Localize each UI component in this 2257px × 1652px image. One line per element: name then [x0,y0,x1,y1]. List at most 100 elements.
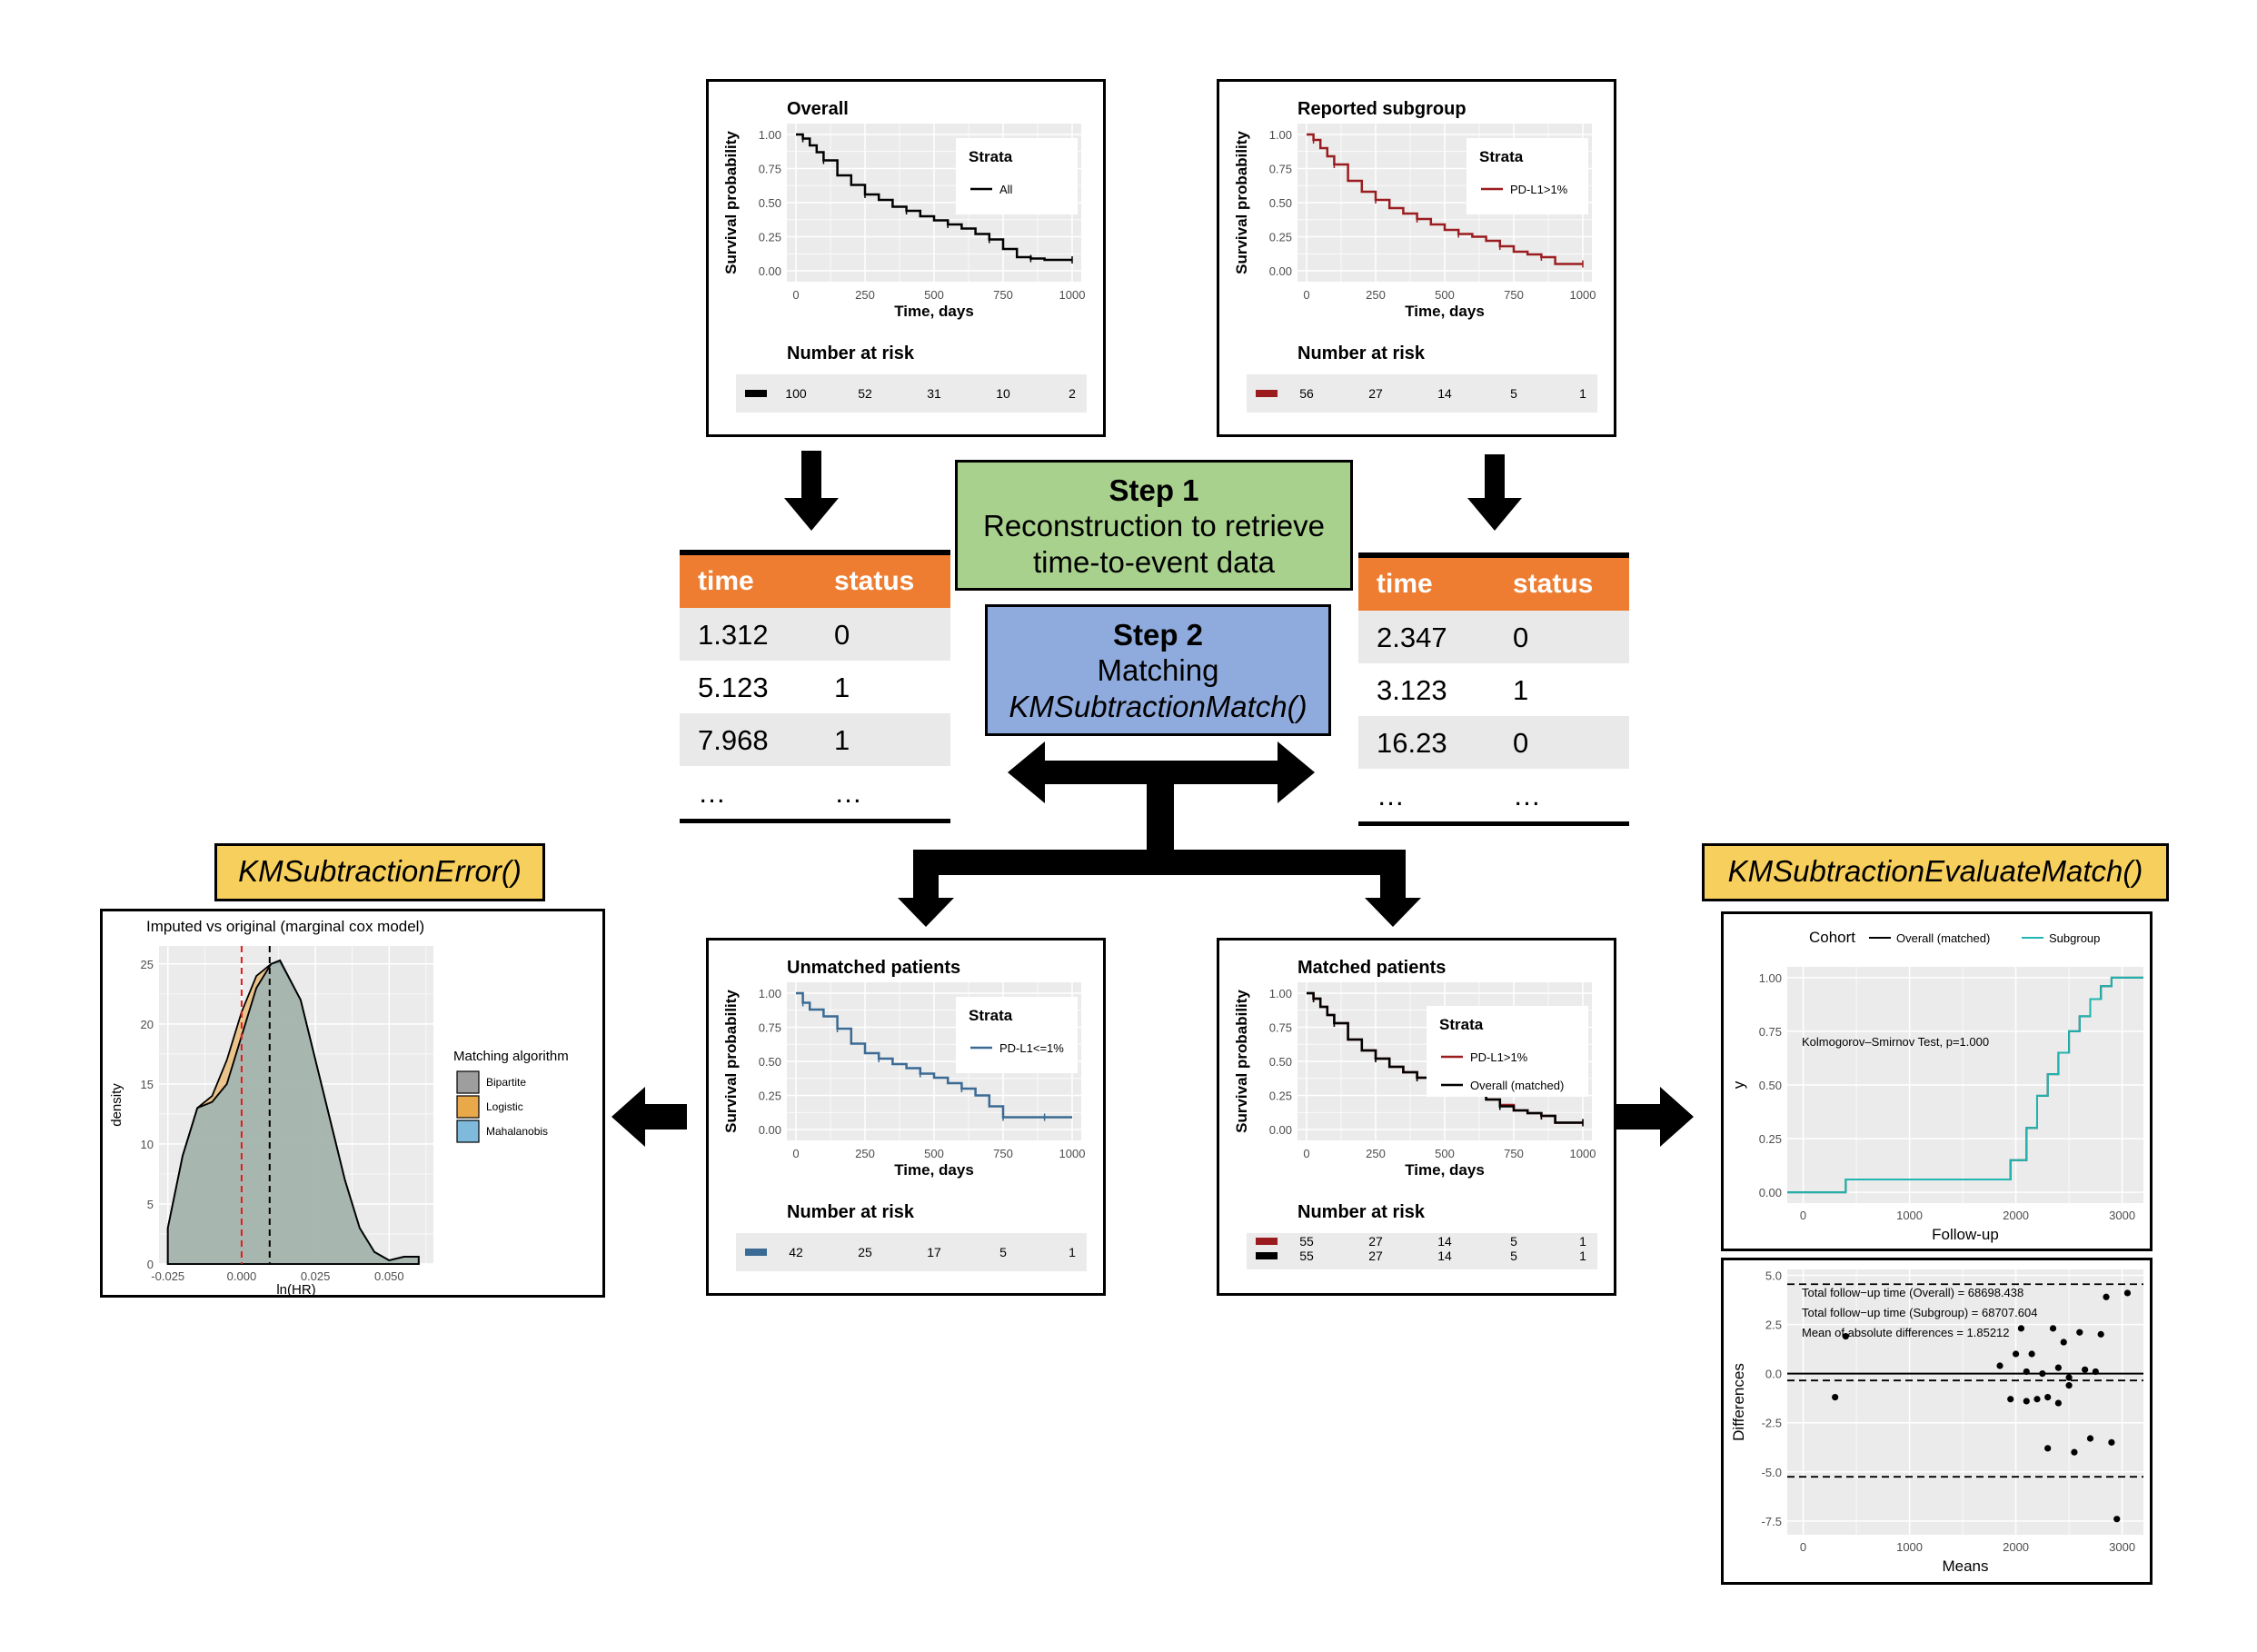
scatter-point [1832,1393,1839,1401]
y-tick-label: 0.50 [759,1055,781,1069]
y-tick-label: 1.00 [1759,971,1782,985]
arrow-down-right [1467,454,1522,531]
table-row: 7.968 1 [680,713,950,766]
scatter-point [2097,1330,2104,1338]
km-panel-overall: 0.00 0.25 0.50 0.75 1.00 0 250 500 750 1000 Overal… [706,79,1106,437]
legend-label: Mahalanobis [486,1125,548,1138]
chart-title: Imputed vs original (marginal cox model) [146,918,424,935]
cell-time: 5.123 [698,672,769,703]
y-tick-label: 20 [141,1018,154,1031]
arrow-branch-right [1365,850,1421,927]
y-tick-label: 2.5 [1765,1319,1782,1332]
step2-line2: KMSubtractionMatch() [1009,690,1307,723]
risk-value: 10 [996,386,1010,401]
scatter-point [2044,1445,2052,1452]
density-chart: -0.025 0.000 0.025 0.050 0 5 10 15 20 25 Imputed v… [109,918,569,1295]
risk-key [745,390,767,397]
risk-value: 25 [858,1245,872,1259]
risk-background [1247,374,1597,413]
x-axis-label: Follow-up [1932,1226,1999,1243]
risk-title: Number at risk [787,343,915,363]
table-row: 16.23 0 [1358,716,1629,769]
risk-value: 1 [1579,1249,1586,1263]
scatter-point [2103,1293,2110,1300]
risk-title: Number at risk [787,1202,915,1222]
km-panel-reported-subgroup: 0.00 0.25 0.50 0.75 1.00 0 250 500 750 1000 Report… [1217,79,1616,437]
legend-label: Overall (matched) [1470,1079,1564,1092]
x-tick-label: 0 [1800,1540,1806,1554]
x-tick-label: 1000 [1896,1540,1923,1554]
scatter-point [1842,1332,1849,1340]
legend-title: Strata [1439,1016,1484,1033]
scatter-point [2012,1350,2020,1358]
y-tick-label: 0.25 [1269,231,1292,244]
legend-title: Strata [969,148,1013,165]
y-tick-label: 0.75 [759,1021,781,1035]
risk-key [745,1249,767,1256]
header-time: time [698,566,754,596]
density-panel: -0.025 0.000 0.025 0.050 0 5 10 15 20 25 Imputed v… [100,909,605,1298]
cell-status: 1 [1513,674,1529,706]
scatter-point [2028,1350,2035,1358]
x-tick-label: 500 [1435,288,1455,302]
risk-background [736,374,1087,413]
scatter-point [2023,1368,2030,1376]
legend-label: Overall (matched) [1896,931,1990,945]
scatter-point [2054,1364,2062,1371]
table-row: …… [680,766,950,823]
scatter-point [2092,1368,2099,1376]
x-tick-label: 750 [1504,288,1524,302]
scatter-point [2065,1374,2073,1381]
km-chart-unmatched: 0.00 0.25 0.50 0.75 1.00 0 250 500 750 1000 Unmatc… [722,958,1087,1271]
chart-title: Reported subgroup [1298,99,1467,119]
density-area [166,959,420,1265]
y-tick-label: 0.25 [1269,1090,1292,1103]
scatter-point [2007,1396,2014,1403]
scatter-point [1996,1362,2003,1369]
risk-value: 5 [1510,1249,1517,1263]
step1-title: Step 1 [1109,473,1199,507]
arrow-left [611,1087,687,1147]
arrow-down-left [784,451,839,531]
scatter-point [2049,1325,2057,1332]
km-panel-matched: 0.00 0.25 0.50 0.75 1.00 0 250 500 750 1000 Matche… [1217,938,1616,1296]
legend-box [956,138,1078,214]
legend-key [456,1070,480,1094]
chart-title: Unmatched patients [787,958,960,978]
legend-box [1427,1006,1588,1097]
x-axis-label: Means [1942,1557,1988,1575]
cell-time: 1.312 [698,619,769,651]
risk-value: 100 [785,386,807,401]
cell-status: … [1513,780,1541,811]
y-tick-label: 15 [141,1078,154,1091]
y-axis-label: Survival probability [1233,131,1250,274]
table-row: 2.347 0 [1358,611,1629,663]
scatter-point [2082,1366,2089,1373]
legend-box [1467,138,1588,214]
data-table-right: time status 2.347 0 3.123 1 16.23 0 …… [1358,552,1629,826]
x-tick-label: 750 [993,1147,1013,1160]
risk-value: 17 [927,1245,941,1259]
cell-status: 1 [834,672,850,703]
x-tick-label: 1000 [1059,288,1086,302]
x-tick-label: 1000 [1570,288,1596,302]
y-tick-label: 0.75 [759,163,781,176]
table-header: time status [1358,552,1629,611]
cell-status: 0 [834,619,850,651]
arrow-trunk [1147,784,1174,850]
step2-title: Step 2 [1112,618,1204,652]
y-tick-label: 0.25 [1759,1132,1782,1146]
y-tick-label: 0.25 [759,1090,781,1103]
scatter-point [2071,1448,2078,1456]
legend-label: PD-L1>1% [1510,183,1568,196]
x-tick-label: 1000 [1896,1209,1923,1222]
table-header: time status [680,550,950,608]
plot-background [1787,1269,2143,1535]
risk-title: Number at risk [1298,1202,1426,1222]
bland-altman-chart: 0 1000 2000 3000 -7.5 -5.0 -2.5 0.0 2.5 5.0 Total … [1730,1269,2143,1575]
x-tick-label: 3000 [2109,1540,2135,1554]
risk-value: 27 [1368,1249,1383,1263]
y-tick-label: 0.50 [1759,1079,1782,1092]
legend-key [456,1120,480,1143]
km-curve [796,991,1072,1119]
